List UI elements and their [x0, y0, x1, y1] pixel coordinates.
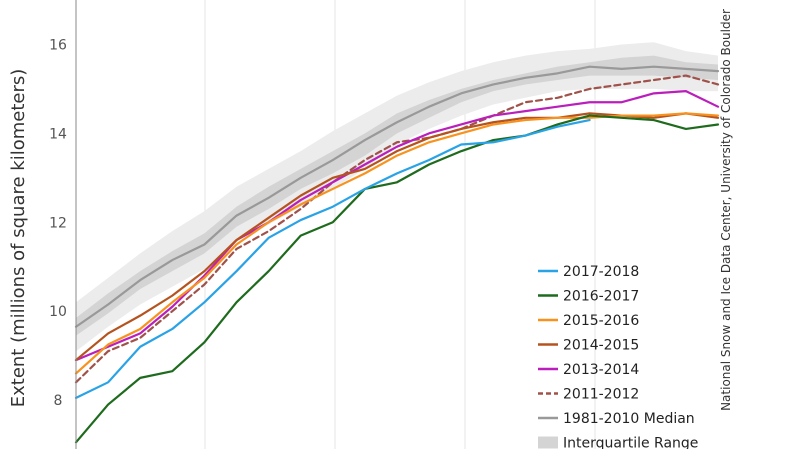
legend-label-2017-2018: 2017-2018 [563, 264, 639, 280]
y-tick-labels: 8 10 12 14 16 [49, 37, 67, 409]
series-line-1981-2010-median [74, 65, 720, 328]
y-tick-label-10: 10 [49, 304, 67, 320]
y-tick-label-16: 16 [49, 37, 67, 53]
y-axis-label: Extent (millions of square kilometers) [8, 69, 29, 408]
series-line-2017-2018 [74, 118, 591, 399]
series-line-2011-2012 [74, 74, 720, 384]
legend-label-2015-2016: 2015-2016 [563, 313, 639, 329]
series-line-2014-2015 [74, 112, 720, 362]
series-line-2016-2017 [74, 114, 720, 444]
series-lines [74, 65, 720, 444]
legend-label-interquartile-range: Interquartile Range [563, 436, 698, 449]
legend-label-2014-2015: 2014-2015 [563, 338, 639, 354]
legend-label-2013-2014: 2013-2014 [563, 362, 639, 378]
legend-swatch-interquartile-range [538, 436, 558, 449]
y-tick-label-8: 8 [54, 393, 63, 409]
credit-text: National Snow and Ice Data Center, Unive… [719, 9, 733, 411]
legend-label-2011-2012: 2011-2012 [563, 387, 639, 403]
legend-label-2016-2017: 2016-2017 [563, 289, 639, 305]
legend: 2017-2018 2016-2017 2015-2016 2014-2015 2013… [538, 264, 698, 449]
legend-label-1981-2010-median: 1981-2010 Median [563, 411, 695, 427]
series-line-2013-2014 [74, 90, 720, 362]
y-tick-label-14: 14 [49, 126, 67, 142]
y-tick-label-12: 12 [49, 215, 67, 231]
range-bands [76, 42, 718, 352]
